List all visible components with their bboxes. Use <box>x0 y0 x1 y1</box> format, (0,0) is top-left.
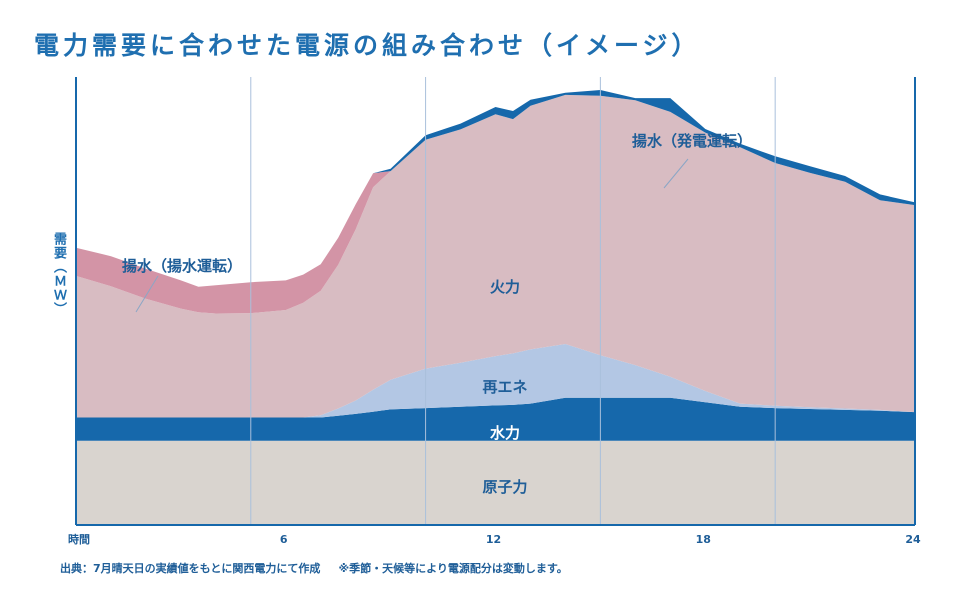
x-tick-label-4: 24 <box>905 533 921 546</box>
x-tick-label-2: 12 <box>486 533 501 546</box>
label-pumped-gen: 揚水（発電運転） <box>632 132 752 150</box>
chart-title: 電力需要に合わせた電源の組み合わせ（イメージ） <box>34 31 701 60</box>
area-series-2 <box>76 344 915 418</box>
leader-pumped-pump <box>135 275 159 313</box>
x-tick-label-3: 18 <box>696 533 711 546</box>
source-note: 出典：7月晴天日の実績値をもとに関西電力にて作成 <box>60 562 321 575</box>
area-series-0 <box>76 440 915 525</box>
x-tick-label-0: 時間 <box>68 532 90 546</box>
vertical-gridlines <box>75 77 916 525</box>
area-series-3 <box>76 94 915 418</box>
area-labels: 火力 再エネ 水力 原子力 揚水（揚水運転） 揚水（発電運転） <box>122 132 752 496</box>
label-renewable: 再エネ <box>482 378 527 396</box>
label-hydro: 水力 <box>490 424 520 442</box>
disclaimer-note: ※季節・天候等により電源配分は変動します。 <box>338 562 568 575</box>
area-series-4 <box>76 94 915 314</box>
x-tick-label-1: 6 <box>280 533 288 546</box>
leader-pumped-gen <box>663 158 689 189</box>
x-ticks: 時間 6 12 18 24 <box>68 532 921 546</box>
y-axis-label: 需要（ＭＷ） <box>51 232 66 316</box>
label-pumped-pump: 揚水（揚水運転） <box>122 257 242 275</box>
label-thermal: 火力 <box>490 278 520 296</box>
area-series-1 <box>76 397 915 441</box>
label-nuclear: 原子力 <box>482 478 527 496</box>
footer-note: 出典：7月晴天日の実績値をもとに関西電力にて作成 ※季節・天候等により電源配分は変… <box>60 560 568 576</box>
stacked-areas <box>76 90 915 525</box>
